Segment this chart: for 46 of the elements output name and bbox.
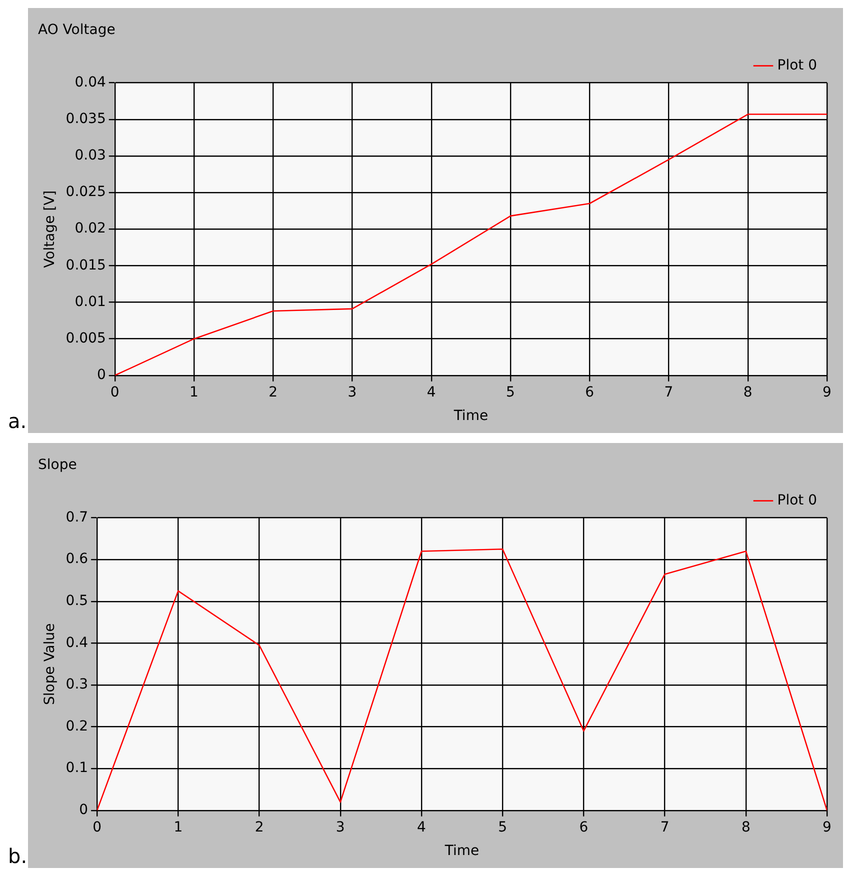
y-tick-label: 0.01	[74, 294, 106, 310]
x-tick-label: 4	[417, 819, 426, 836]
y-tick-label: 0.015	[66, 257, 106, 274]
y-tick-label: 0.5	[66, 593, 88, 610]
legend-label: Plot 0	[777, 492, 818, 508]
x-tick-label: 8	[743, 384, 752, 400]
chart-title: AO Voltage	[38, 22, 116, 38]
x-tick-label: 3	[336, 819, 345, 836]
x-tick-label: 0	[110, 384, 120, 400]
y-tick-label: 0.035	[66, 111, 106, 128]
y-tick-label: 0.6	[66, 551, 88, 568]
x-tick-label: 4	[426, 384, 436, 400]
x-tick-label: 6	[579, 819, 588, 836]
x-axis-title: Time	[452, 408, 488, 424]
x-tick-label: 7	[664, 384, 674, 400]
y-tick-label: 0.025	[66, 184, 106, 200]
y-tick-label: 0	[96, 367, 106, 384]
x-tick-label: 1	[190, 384, 198, 400]
text: a.	[8, 409, 27, 433]
y-tick-label: 0.03	[74, 148, 106, 164]
x-tick-label: 5	[498, 819, 508, 836]
x-tick-label: 5	[506, 384, 515, 400]
x-tick-label: 9	[822, 819, 832, 836]
y-tick-label: 0.02	[74, 220, 106, 237]
x-tick-label: 2	[268, 384, 278, 400]
x-tick-label: 9	[822, 384, 832, 400]
x-tick-label: 2	[254, 819, 264, 836]
y-axis-title: Voltage [V]	[42, 190, 58, 268]
legend-label: Plot 0	[777, 57, 818, 74]
y-tick-label: 0	[79, 802, 88, 818]
y-tick-label: 0.1	[66, 760, 88, 776]
y-tick-label: 0.2	[66, 718, 88, 734]
x-tick-label: 6	[585, 384, 594, 400]
text: b.	[8, 844, 28, 868]
chart-title: Slope	[38, 457, 77, 474]
y-tick-label: 0.04	[74, 74, 106, 90]
y-tick-label: 0.4	[66, 634, 88, 651]
y-tick-label: 0.3	[66, 676, 88, 693]
x-axis-title: Time	[444, 843, 480, 860]
x-tick-label: 1	[174, 819, 183, 836]
y-tick-label: 0.005	[66, 330, 106, 346]
y-tick-label: 0.7	[66, 509, 88, 526]
x-tick-label: 7	[660, 819, 670, 836]
x-tick-label: 3	[348, 384, 357, 400]
x-tick-label: 8	[741, 819, 750, 836]
y-axis-title: Slope Value	[42, 623, 58, 705]
